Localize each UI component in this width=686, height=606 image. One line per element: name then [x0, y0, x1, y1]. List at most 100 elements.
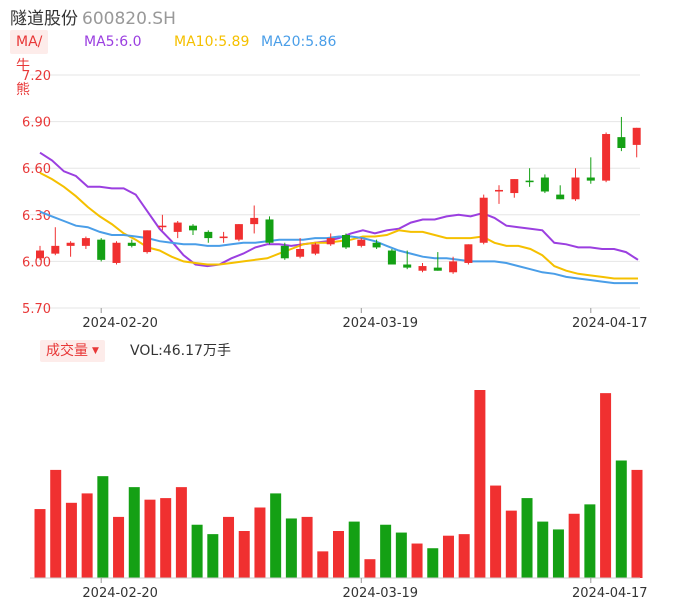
ma20-line [39, 210, 638, 285]
candle-body [464, 244, 473, 263]
volume-bar [317, 551, 329, 578]
candle-body [143, 230, 152, 253]
candlestick [158, 214, 167, 231]
candle-body [387, 250, 396, 265]
volume-bar [521, 498, 533, 578]
candlestick [204, 230, 213, 243]
candlestick [97, 238, 106, 262]
candle-body [127, 242, 136, 246]
candlestick [250, 205, 259, 234]
volume-indicator-tag[interactable]: 成交量 ▼ [40, 340, 105, 362]
candle-body [540, 177, 549, 192]
candle-body [586, 177, 595, 181]
candle-body [219, 236, 228, 239]
candle-body [189, 225, 197, 231]
candle-body [112, 242, 121, 263]
ma-indicator-tag[interactable]: MA/牛熊 [10, 30, 49, 98]
volume-bar [128, 487, 140, 578]
candle-body [632, 127, 641, 145]
candlestick [495, 185, 503, 204]
candle-body [81, 238, 90, 246]
price-tick-label: 6.30 [22, 209, 51, 224]
candle-body [602, 134, 611, 181]
volume-bar [270, 493, 282, 578]
volume-bar [254, 507, 266, 578]
volume-bar [411, 543, 423, 578]
volume-bar [380, 524, 392, 578]
candlestick [433, 252, 442, 271]
volume-bar [333, 531, 344, 578]
candlestick [189, 224, 197, 235]
volume-bar [348, 521, 360, 578]
volume-bar [223, 516, 235, 578]
price-tick-label: 6.60 [22, 162, 51, 177]
candle-body [326, 238, 335, 245]
volume-bar [65, 502, 77, 578]
ma5-label: MA5:6.0 [84, 34, 142, 50]
candle-body [204, 231, 213, 239]
candle-body [495, 189, 503, 192]
volume-date-tick-label: 2024-03-19 [343, 586, 419, 601]
candlestick [387, 248, 396, 265]
volume-bar [238, 531, 250, 578]
stock-code: 600820.SH [82, 9, 176, 29]
volume-bar [427, 548, 439, 578]
candle-body [36, 250, 44, 259]
volume-bar [191, 524, 203, 578]
volume-bar [175, 487, 187, 578]
candle-body [280, 245, 289, 259]
volume-bar [285, 518, 297, 578]
candle-body [571, 177, 580, 200]
stock-name: 隧道股份 [10, 9, 78, 29]
volume-bar [364, 559, 376, 578]
candlestick [311, 242, 320, 256]
candlestick [66, 241, 75, 257]
candlestick [479, 194, 488, 245]
caret-down-icon: ▼ [92, 346, 99, 356]
candle-body [342, 234, 350, 248]
candlestick [449, 256, 458, 274]
volume-bar [144, 499, 156, 578]
candle-body [617, 137, 626, 149]
price-tick-label: 6.00 [22, 255, 51, 270]
candle-body [250, 217, 259, 225]
volume-date-tick-label: 2024-04-17 [572, 586, 648, 601]
candlestick [280, 242, 289, 260]
volume-tag-label: 成交量 [46, 343, 88, 359]
candlestick [234, 224, 243, 242]
volume-bar [113, 516, 125, 578]
candlestick [586, 157, 595, 184]
candle-body [479, 197, 488, 243]
volume-bar [97, 476, 109, 578]
candle-body [357, 239, 366, 246]
volume-bar [490, 485, 502, 578]
volume-bar [458, 534, 470, 578]
candle-body [97, 239, 106, 260]
candle-body [234, 224, 243, 240]
candle-body [51, 245, 60, 254]
candle-body [265, 219, 274, 243]
volume-bar [81, 493, 93, 578]
candle-body [433, 267, 442, 271]
candlestick [571, 168, 580, 201]
candlestick [81, 236, 90, 249]
candlestick [418, 262, 427, 273]
candlestick [143, 230, 152, 254]
candle-body [525, 180, 534, 183]
candlestick [265, 216, 274, 245]
stock-header: 隧道股份 600820.SH [10, 4, 176, 29]
candlestick [464, 244, 473, 265]
volume-bar [395, 532, 407, 578]
volume-bar [631, 469, 643, 578]
candle-body [449, 261, 458, 273]
volume-bar [160, 498, 172, 578]
candlestick [510, 179, 519, 198]
price-tick-label: 7.20 [22, 69, 51, 84]
candlestick [173, 221, 182, 239]
candlestick [36, 245, 44, 260]
volume-bar [301, 516, 313, 578]
candlestick [219, 231, 228, 243]
candlestick [403, 250, 412, 270]
ma20-label: MA20:5.86 [261, 34, 337, 50]
